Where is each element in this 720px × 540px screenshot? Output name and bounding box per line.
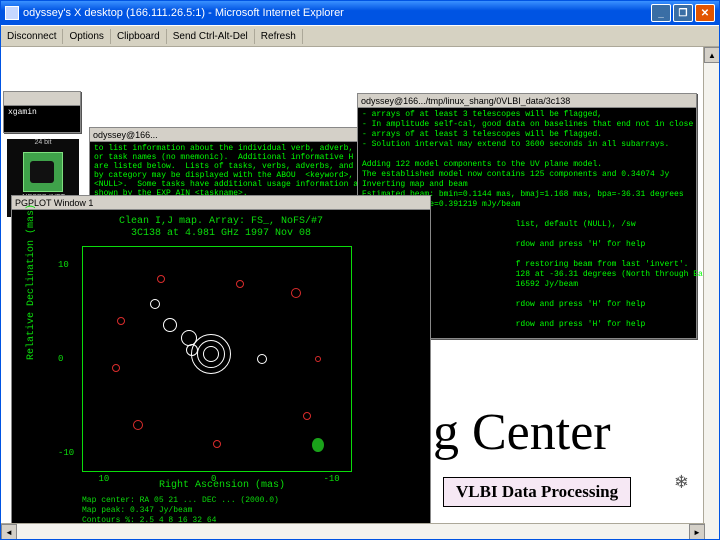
aips-square-icon (23, 152, 63, 192)
titlebar[interactable]: odyssey's X desktop (166.111.26.5:1) - M… (1, 1, 719, 25)
toolbar-clipboard[interactable]: Clipboard (111, 29, 167, 44)
ytick: 0 (58, 354, 63, 364)
xterm-title[interactable] (4, 92, 80, 106)
ytick: -10 (58, 448, 74, 458)
pgplot-window[interactable]: PGPLOT Window 1 Clean I,J map. Array: FS… (11, 195, 431, 539)
xtick: 0 (211, 474, 216, 484)
xterm-xgamin[interactable]: xgamin (3, 91, 81, 133)
toolbar-disconnect[interactable]: Disconnect (1, 29, 63, 44)
plot-ylabel: Relative Declination (mas) (26, 204, 37, 360)
pos-contour (257, 354, 267, 364)
ie-window: odyssey's X desktop (166.111.26.5:1) - M… (0, 0, 720, 540)
neg-contour (236, 280, 244, 288)
vertical-scrollbar[interactable]: ▲ ▼ (703, 47, 719, 539)
toolbar-ctrlaltdel[interactable]: Send Ctrl-Alt-Del (167, 29, 255, 44)
maximize-button[interactable]: ❐ (673, 4, 693, 22)
window-title: odyssey's X desktop (166.111.26.5:1) - M… (23, 7, 344, 19)
ie-icon (5, 6, 19, 20)
scroll-track[interactable] (704, 63, 719, 539)
ytick: 10 (58, 260, 69, 270)
pgplot-titlebar[interactable]: PGPLOT Window 1 (12, 196, 430, 210)
minimize-button[interactable]: _ (651, 4, 671, 22)
plot-title: Clean I,J map. Array: FS_, NoFS/#7 (12, 216, 430, 227)
vnc-toolbar: Disconnect Options Clipboard Send Ctrl-A… (1, 25, 719, 47)
neg-contour (303, 412, 311, 420)
plot-xlabel: Right Ascension (mas) (12, 480, 432, 491)
xterm-body: xgamin (4, 106, 80, 119)
vlbi-label-box: VLBI Data Processing (443, 477, 631, 507)
xterm-title[interactable]: odyssey@166.../tmp/linux_shang/0VLBI_dat… (358, 94, 696, 108)
neg-contour (213, 440, 221, 448)
remote-desktop[interactable]: xgamin 24 bit AIPSRB-INET odyssey@166...… (1, 47, 719, 539)
xtick: -10 (324, 474, 340, 484)
plot-subtitle: 3C138 at 4.981 GHz 1997 Nov 08 (12, 228, 430, 239)
xtick: 10 (99, 474, 110, 484)
scroll-up-icon[interactable]: ▲ (704, 47, 719, 63)
toolbar-refresh[interactable]: Refresh (255, 29, 303, 44)
busy-icon: ❄ (674, 472, 689, 493)
pgplot-canvas: Clean I,J map. Array: FS_, NoFS/#7 3C138… (12, 210, 430, 539)
toolbar-options[interactable]: Options (63, 29, 110, 44)
aips-label-top: 24 bit (7, 139, 79, 146)
scroll-right-icon[interactable]: ► (689, 524, 705, 539)
pos-contour (163, 318, 177, 332)
neg-contour (291, 288, 301, 298)
horizontal-scrollbar[interactable]: ◄ ► (1, 523, 705, 539)
scroll-left-icon[interactable]: ◄ (1, 524, 17, 539)
close-button[interactable]: ✕ (695, 4, 715, 22)
scroll-track[interactable] (17, 524, 689, 539)
neg-contour (157, 275, 165, 283)
gcenter-text: g Center (431, 403, 617, 464)
